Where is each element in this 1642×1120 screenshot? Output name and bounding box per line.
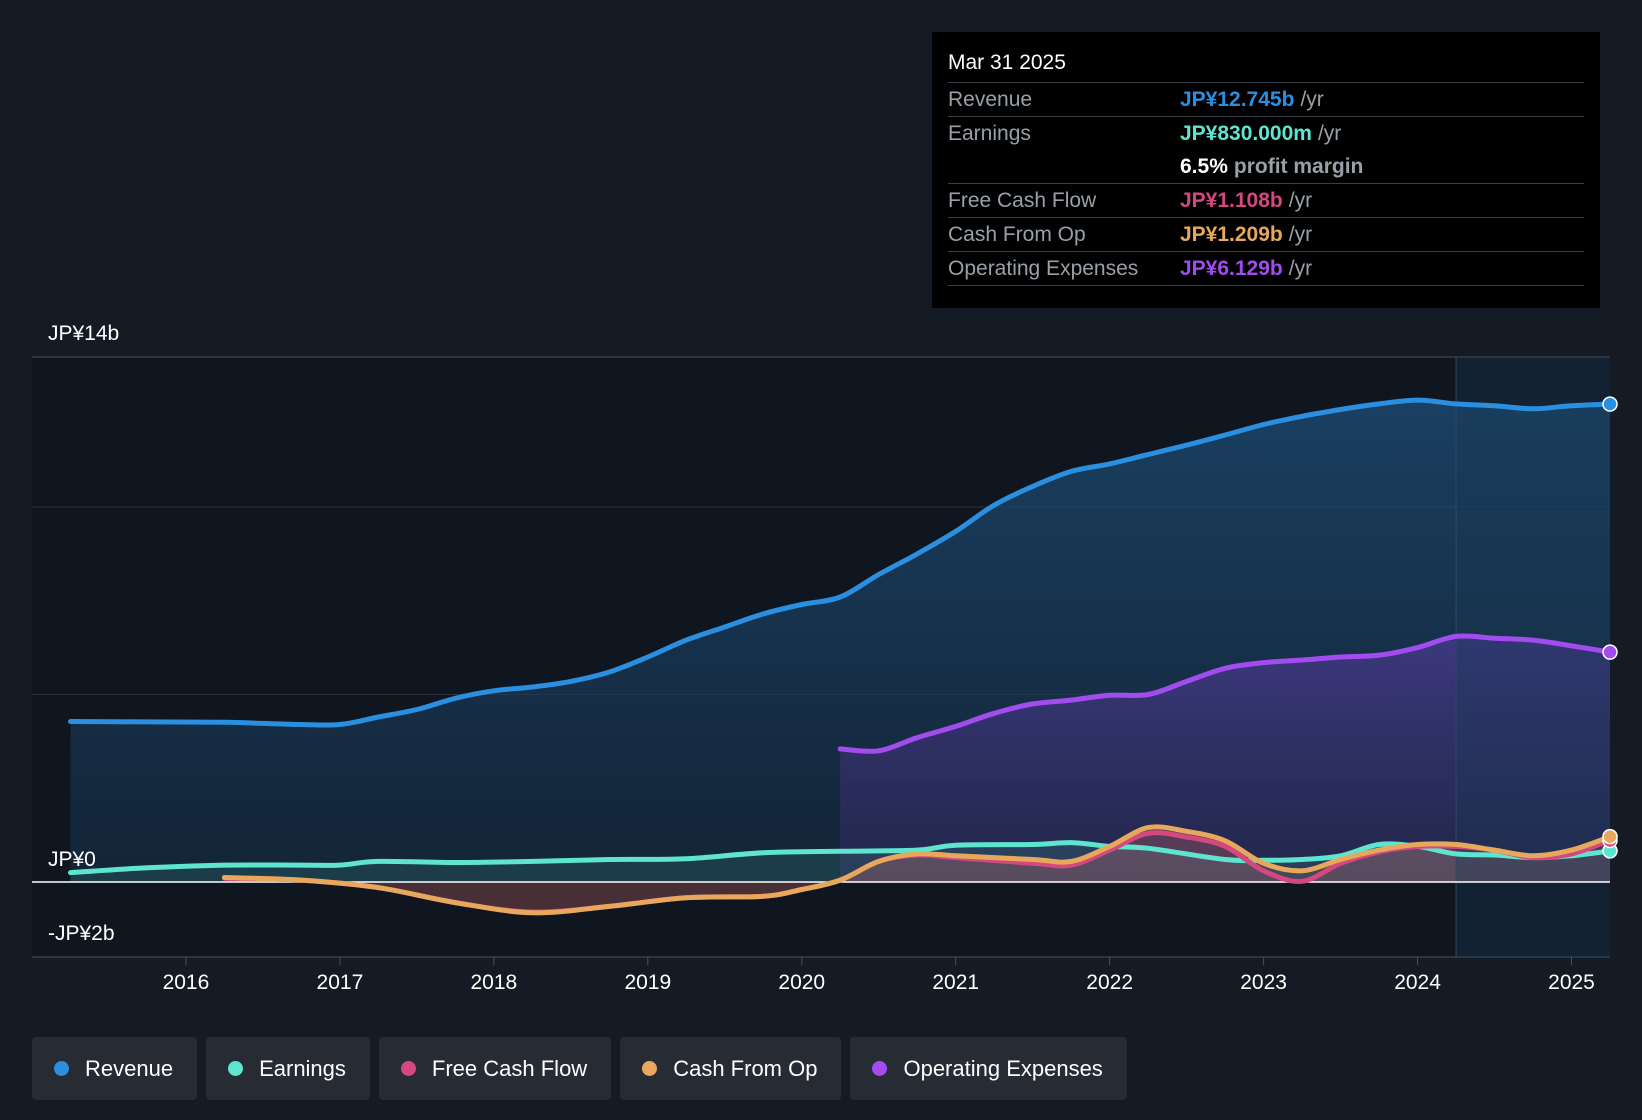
tooltip-unit: /yr [1288,222,1313,246]
series-areas [70,400,1610,913]
tooltip-panel: Mar 31 2025 Revenue JP¥12.745b /yr Earni… [932,32,1600,308]
tooltip-unit: /yr [1317,121,1342,145]
area-cash-from-op [224,826,1610,913]
x-tick-label: 2023 [1240,971,1287,994]
endpoint-cash-from-op [1602,828,1618,845]
legend-item-earnings[interactable]: Earnings [206,1037,370,1100]
endpoint-operating-expenses [1602,644,1618,660]
legend-dot-icon [54,1061,69,1076]
legend-item-free-cash-flow[interactable]: Free Cash Flow [378,1037,612,1100]
y-label-top: JP¥14b [48,322,119,345]
legend: Revenue Earnings Free Cash Flow Cash Fro… [32,1037,1127,1100]
endpoint-revenue [1602,396,1618,412]
x-axis: 2016 2017 2018 2019 2020 2021 2022 2023 2024 2025 [163,957,1595,994]
area-earnings [70,842,1610,882]
series-lines [68,397,1613,916]
legend-label: Revenue [85,1055,174,1081]
x-tick-label: 2016 [163,971,210,994]
line-operating-expenses [837,633,1613,754]
tooltip-row-earnings: Earnings JP¥830.000m /yr [948,116,1584,150]
chart: 2016 2017 2018 2019 2020 2021 2022 2023 2024 2025… [32,322,1618,994]
legend-label: Earnings [259,1055,346,1081]
legend-dot-icon [400,1061,416,1076]
tooltip-label: Cash From Op [948,222,1086,246]
tooltip-label: Revenue [948,87,1033,111]
tooltip-unit: /yr [1288,256,1313,280]
tooltip-value: JP¥1.108b [1180,188,1283,212]
legend-label: Cash From Op [673,1055,818,1081]
tooltip-unit: profit margin [1233,154,1364,178]
legend-label: Free Cash Flow [431,1055,588,1081]
x-tick-label: 2021 [932,971,979,994]
tooltip-value: JP¥1.209b [1180,222,1283,246]
tooltip-row-cfo: Cash From Op JP¥1.209b /yr [948,217,1584,251]
tooltip-row-revenue: Revenue JP¥12.745b /yr [948,82,1584,116]
tooltip-row-margin: 6.5% profit margin [948,150,1584,183]
tooltip-value: JP¥6.129b [1180,256,1283,280]
x-tick-label: 2017 [317,971,364,994]
tooltip-row-fcf: Free Cash Flow JP¥1.108b /yr [948,183,1584,217]
tooltip-value: JP¥830.000m [1180,121,1312,145]
tooltip-value: 6.5% [1180,154,1228,178]
area-operating-expenses [840,635,1610,882]
tooltip-row-opex: Operating Expenses JP¥6.129b /yr [948,251,1584,286]
legend-dot-icon [228,1061,244,1076]
line-cash-from-op [221,824,1613,916]
legend-item-operating-expenses[interactable]: Operating Expenses [850,1037,1127,1100]
legend-label: Operating Expenses [903,1055,1103,1081]
tooltip-unit: /yr [1300,87,1324,111]
y-label-zero: JP¥0 [48,848,96,871]
x-tick-label: 2020 [778,971,825,994]
x-tick-label: 2024 [1394,971,1441,994]
x-tick-label: 2022 [1086,971,1133,994]
legend-dot-icon [872,1061,888,1076]
forecast-highlight [1456,357,1610,957]
y-label-bottom: -JP¥2b [48,922,115,945]
legend-dot-icon [642,1061,658,1076]
legend-item-revenue[interactable]: Revenue [32,1037,198,1100]
x-tick-label: 2018 [470,971,517,994]
tooltip-unit: /yr [1288,188,1313,212]
tooltip-label: Earnings [948,121,1031,145]
x-tick-label: 2025 [1548,971,1595,994]
series-endpoints [1602,396,1618,859]
line-revenue [68,397,1613,728]
x-tick-label: 2019 [624,971,671,994]
tooltip-label: Free Cash Flow [948,188,1097,212]
tooltip-label: Operating Expenses [948,256,1139,280]
tooltip-date: Mar 31 2025 [948,51,1066,74]
area-free-cash-flow [224,832,1610,913]
legend-item-cash-from-op[interactable]: Cash From Op [620,1037,842,1100]
tooltip-value: JP¥12.745b [1180,87,1295,111]
